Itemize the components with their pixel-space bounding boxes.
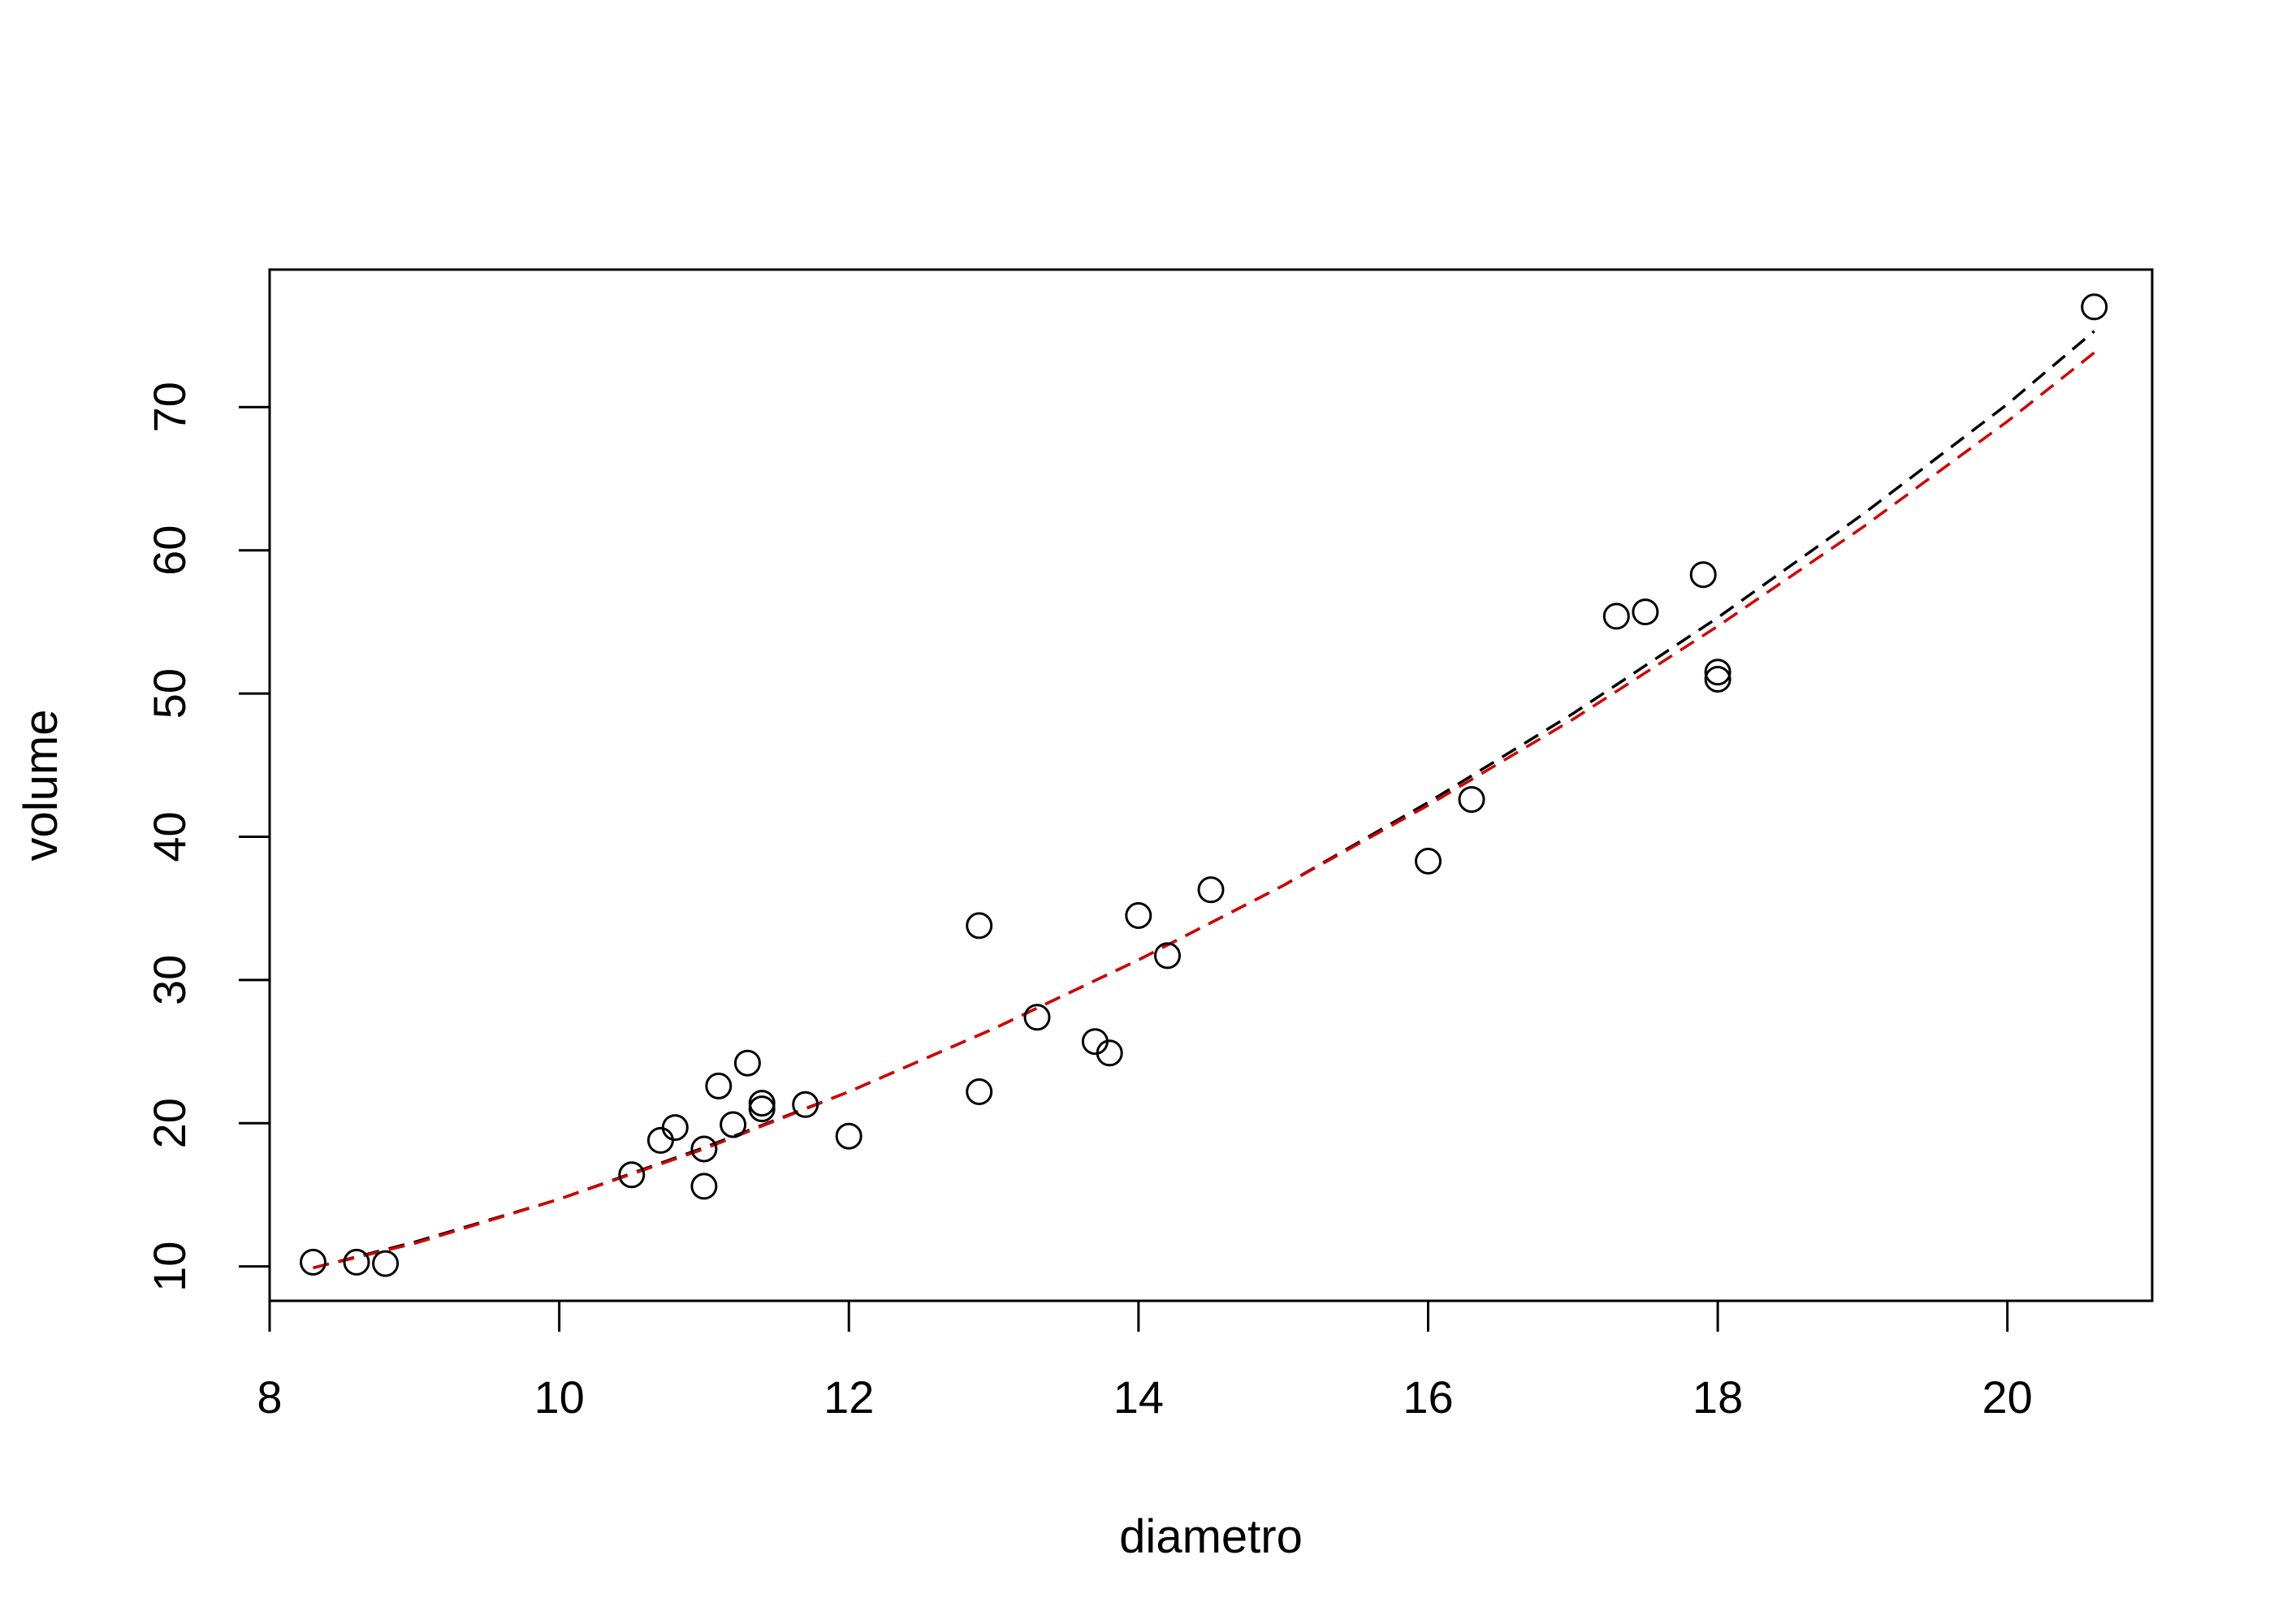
data-point <box>646 1126 674 1154</box>
x-tick-label: 10 <box>534 1371 584 1423</box>
x-tick-label: 12 <box>824 1371 874 1423</box>
data-point <box>1458 786 1485 814</box>
x-tick-label: 14 <box>1113 1371 1164 1423</box>
y-tick-label: 10 <box>144 1242 195 1292</box>
data-point <box>1704 666 1731 693</box>
data-point <box>343 1248 370 1276</box>
data-point <box>300 1248 326 1276</box>
data-point <box>966 912 993 939</box>
y-tick-label: 40 <box>144 811 195 862</box>
data-point <box>748 1095 776 1123</box>
data-point <box>1125 902 1152 929</box>
data-points <box>300 293 2108 1277</box>
data-point <box>835 1122 862 1150</box>
y-tick-label: 70 <box>144 382 195 432</box>
data-point <box>372 1250 400 1277</box>
y-axis: 10 20 30 40 50 60 70 <box>144 382 271 1292</box>
y-tick-label: 50 <box>144 668 195 719</box>
fitted-lines <box>313 330 2095 1270</box>
data-point <box>1704 659 1731 686</box>
data-point <box>690 1135 718 1163</box>
data-point <box>966 1078 993 1105</box>
data-point <box>1154 942 1181 970</box>
data-point <box>661 1114 689 1142</box>
x-tick-label: 18 <box>1693 1371 1743 1423</box>
data-point <box>1632 598 1659 626</box>
data-point <box>618 1161 646 1189</box>
data-point <box>792 1091 819 1118</box>
data-point <box>705 1072 733 1099</box>
x-tick-label: 16 <box>1403 1371 1453 1423</box>
data-point <box>748 1090 776 1117</box>
data-point <box>1689 561 1717 589</box>
data-point <box>1415 848 1442 875</box>
data-point <box>2081 293 2108 321</box>
y-tick-label: 30 <box>144 955 195 1005</box>
data-point <box>1023 1004 1051 1031</box>
x-tick-label: 8 <box>257 1371 282 1423</box>
x-axis: 8 10 12 14 16 18 20 <box>257 1299 2033 1423</box>
data-point <box>690 1173 718 1200</box>
y-axis-title: volume <box>15 710 67 862</box>
x-tick-label: 20 <box>1982 1371 2033 1423</box>
fit-line-2 <box>313 351 2095 1270</box>
y-tick-label: 60 <box>144 525 195 576</box>
data-point <box>1096 1039 1123 1067</box>
y-tick-label: 20 <box>144 1098 195 1148</box>
data-point <box>1197 876 1225 904</box>
data-point <box>1602 603 1630 630</box>
plot-box <box>268 268 2154 1302</box>
data-point <box>733 1049 761 1077</box>
data-point <box>720 1111 747 1138</box>
x-axis-title: diametro <box>1119 1510 1303 1563</box>
fit-line-1 <box>313 330 2095 1270</box>
